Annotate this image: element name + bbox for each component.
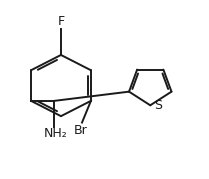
Text: S: S: [154, 99, 162, 112]
Text: Br: Br: [74, 124, 88, 137]
Text: F: F: [57, 15, 65, 28]
Text: NH₂: NH₂: [44, 127, 68, 141]
